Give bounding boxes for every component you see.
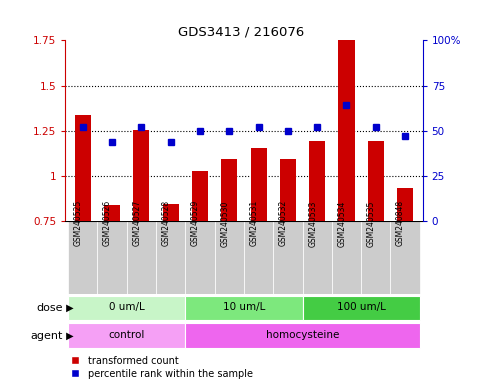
Text: GSM240525: GSM240525 — [74, 200, 83, 247]
Bar — [332, 221, 361, 294]
Bar — [192, 171, 208, 221]
Bar — [185, 221, 214, 294]
Bar — [185, 296, 302, 320]
Text: GSM240528: GSM240528 — [162, 200, 170, 247]
Text: GSM240535: GSM240535 — [367, 200, 376, 247]
Text: GSM240531: GSM240531 — [250, 200, 258, 247]
Bar — [251, 148, 267, 221]
Bar — [156, 221, 185, 294]
Bar — [309, 141, 325, 221]
Text: GSM240532: GSM240532 — [279, 200, 288, 247]
Bar — [368, 141, 384, 221]
Text: GSM240533: GSM240533 — [308, 200, 317, 247]
Text: ▶: ▶ — [63, 303, 73, 313]
Text: GSM240527: GSM240527 — [132, 200, 142, 247]
Bar — [244, 221, 273, 294]
Bar — [185, 323, 420, 348]
Bar — [133, 130, 149, 221]
Bar — [390, 221, 420, 294]
Text: GSM240848: GSM240848 — [396, 200, 405, 247]
Bar — [221, 159, 237, 221]
Text: GSM240529: GSM240529 — [191, 200, 200, 247]
Bar — [163, 204, 179, 221]
Bar — [280, 159, 296, 221]
Legend: transformed count, percentile rank within the sample: transformed count, percentile rank withi… — [70, 356, 253, 379]
Bar — [68, 221, 98, 294]
Text: agent: agent — [30, 331, 63, 341]
Text: 100 um/L: 100 um/L — [337, 303, 385, 313]
Text: 0 um/L: 0 um/L — [109, 303, 144, 313]
Bar — [361, 221, 390, 294]
Bar — [214, 221, 244, 294]
Text: homocysteine: homocysteine — [266, 330, 339, 340]
Bar — [104, 205, 120, 221]
Bar — [397, 188, 413, 221]
Text: control: control — [109, 330, 145, 340]
Bar — [75, 115, 91, 221]
Text: ▶: ▶ — [63, 331, 73, 341]
Bar — [68, 323, 185, 348]
Bar — [302, 296, 420, 320]
Bar — [68, 296, 185, 320]
Text: GSM240526: GSM240526 — [103, 200, 112, 247]
Bar — [98, 221, 127, 294]
Text: GSM240534: GSM240534 — [338, 200, 346, 247]
Text: GSM240530: GSM240530 — [220, 200, 229, 247]
Bar — [127, 221, 156, 294]
Text: GDS3413 / 216076: GDS3413 / 216076 — [178, 25, 305, 38]
Bar — [339, 23, 355, 221]
Bar — [273, 221, 302, 294]
Text: 10 um/L: 10 um/L — [223, 303, 265, 313]
Text: dose: dose — [36, 303, 63, 313]
Bar — [302, 221, 332, 294]
